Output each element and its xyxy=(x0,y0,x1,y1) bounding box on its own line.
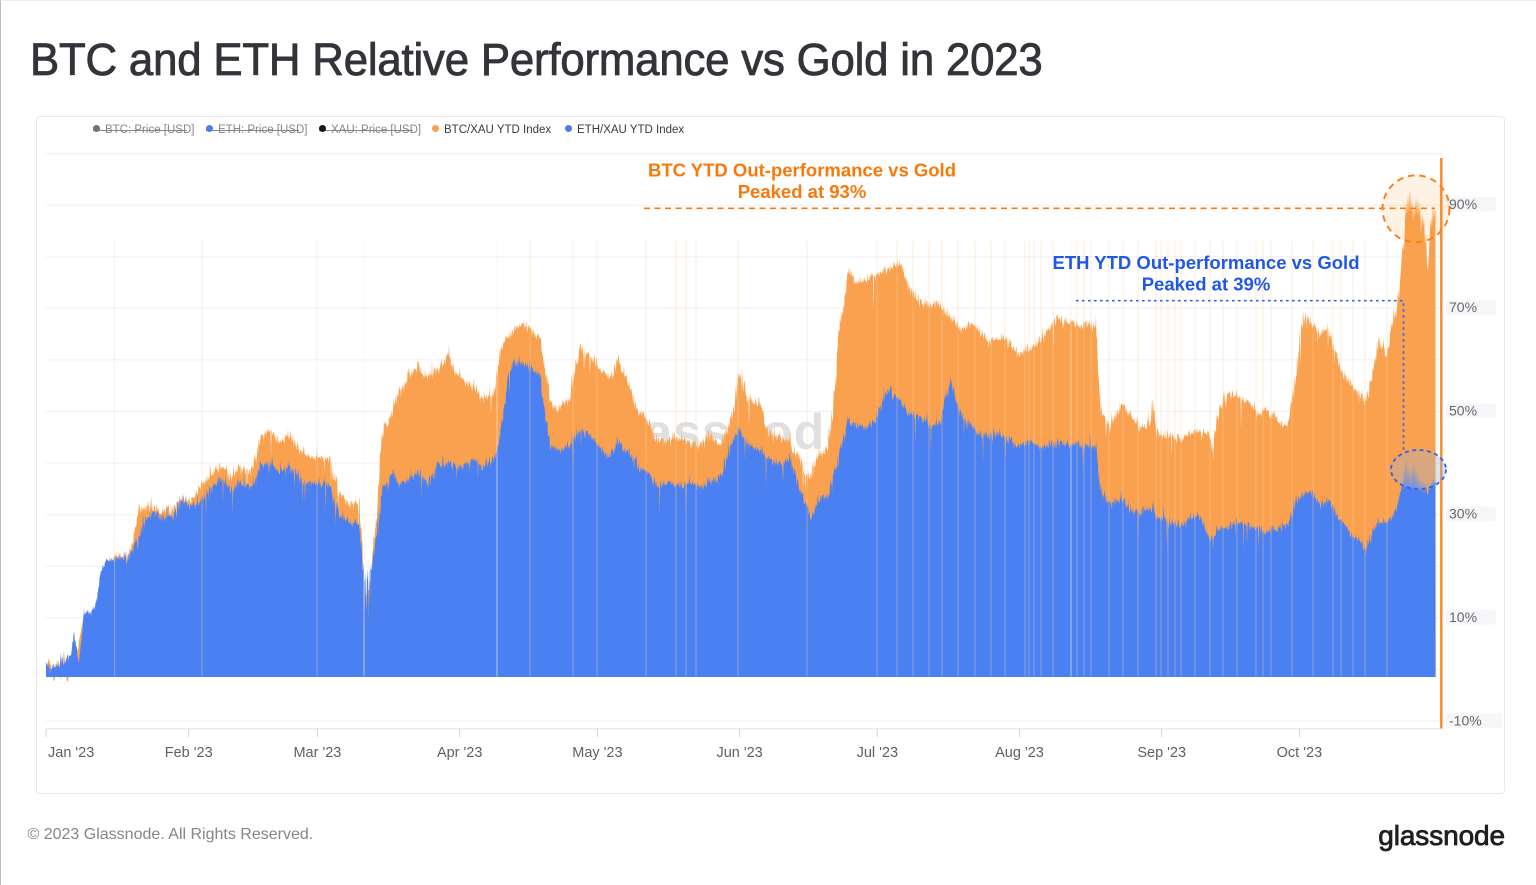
svg-text:30%: 30% xyxy=(1449,506,1477,522)
svg-text:Jan '23: Jan '23 xyxy=(48,745,94,761)
svg-text:70%: 70% xyxy=(1449,299,1477,315)
svg-text:Oct '23: Oct '23 xyxy=(1277,745,1322,761)
svg-text:Apr '23: Apr '23 xyxy=(437,745,483,761)
svg-text:BTC YTD Out-performance vs Gol: BTC YTD Out-performance vs Gold xyxy=(648,160,956,181)
svg-text:Mar '23: Mar '23 xyxy=(293,745,341,761)
svg-text:90%: 90% xyxy=(1449,196,1477,212)
svg-text:May '23: May '23 xyxy=(572,745,622,761)
svg-text:Peaked at 39%: Peaked at 39% xyxy=(1142,274,1271,295)
svg-text:10%: 10% xyxy=(1449,609,1477,625)
svg-text:ETH YTD Out-performance vs Gol: ETH YTD Out-performance vs Gold xyxy=(1052,252,1359,273)
svg-text:-10%: -10% xyxy=(1449,712,1482,728)
svg-text:Aug '23: Aug '23 xyxy=(995,745,1044,761)
svg-text:Jun '23: Jun '23 xyxy=(716,745,762,761)
svg-text:50%: 50% xyxy=(1449,402,1477,418)
svg-text:Feb '23: Feb '23 xyxy=(165,745,213,761)
svg-text:Sep '23: Sep '23 xyxy=(1137,745,1186,761)
svg-text:Jul '23: Jul '23 xyxy=(857,745,898,761)
svg-text:Peaked at 93%: Peaked at 93% xyxy=(738,181,867,202)
